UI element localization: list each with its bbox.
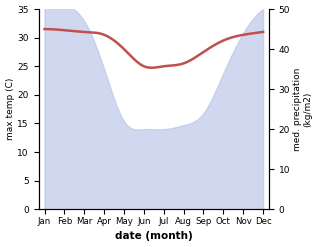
Y-axis label: max temp (C): max temp (C): [5, 78, 15, 140]
Y-axis label: med. precipitation
(kg/m2): med. precipitation (kg/m2): [293, 67, 313, 151]
X-axis label: date (month): date (month): [115, 231, 193, 242]
